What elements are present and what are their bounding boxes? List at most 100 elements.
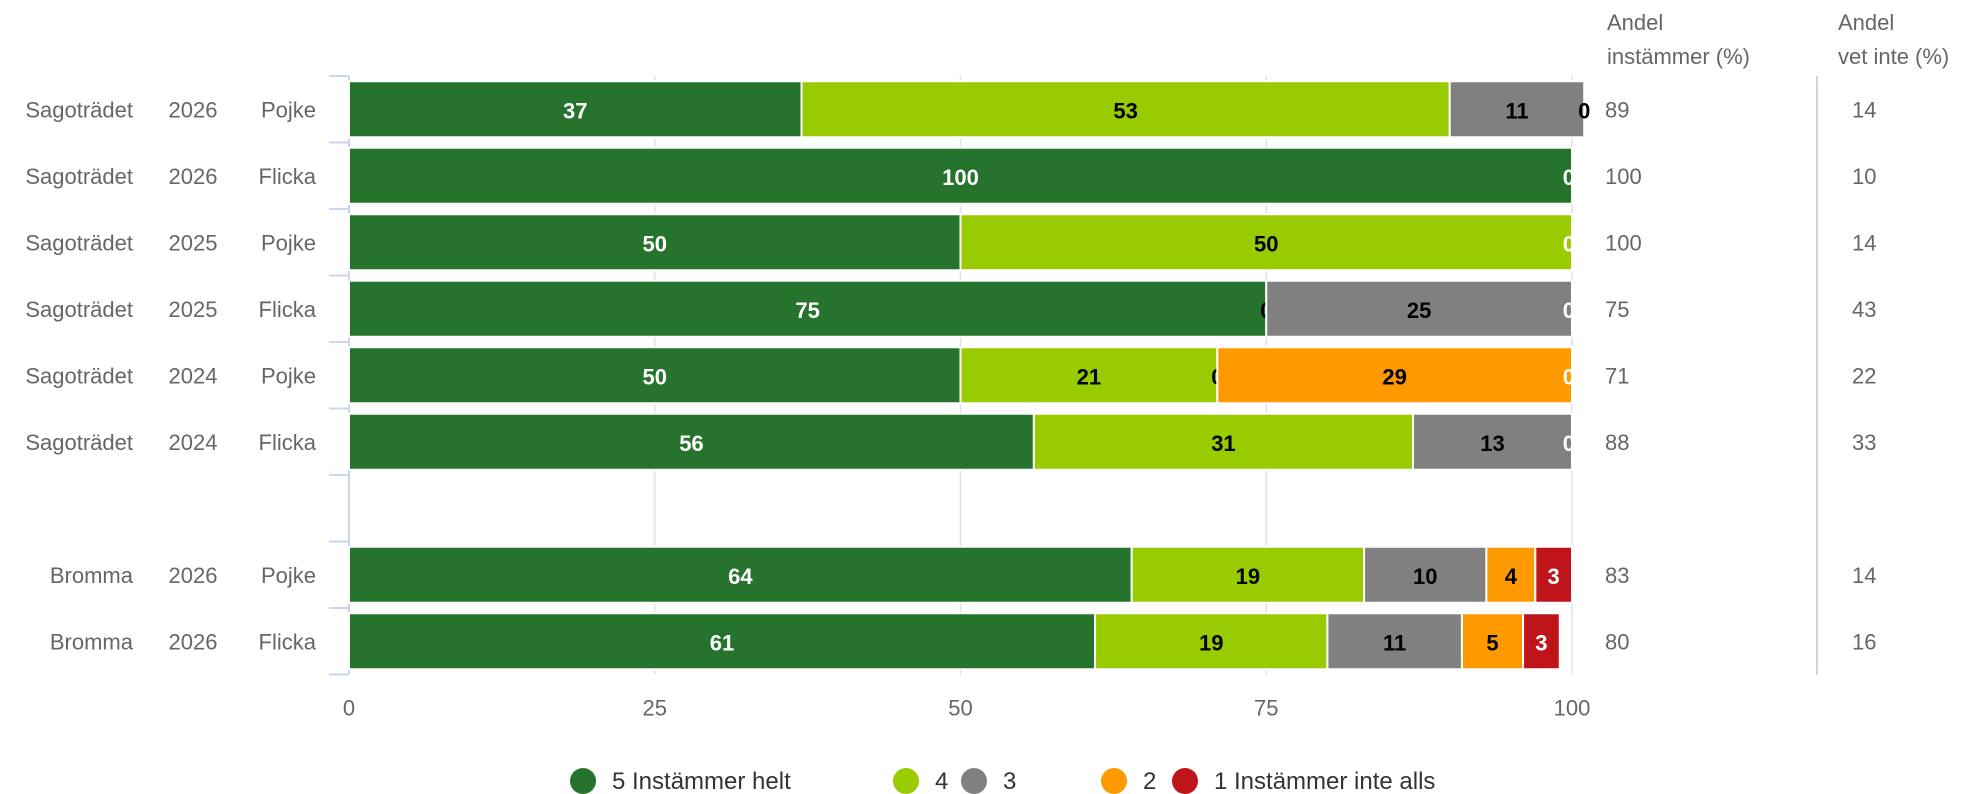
data-label: 0 [1563,298,1575,323]
data-label: 11 [1505,98,1528,123]
data-label: 29 [1382,364,1406,389]
data-label: 75 [795,298,819,323]
row-label-gender: Flicka [259,430,317,455]
andel-vet-inte-value: 43 [1852,297,1876,322]
andel-instammer-value: 80 [1605,629,1629,654]
data-label: 21 [1077,364,1101,389]
andel-instammer-value: 83 [1605,563,1629,588]
bar-segment [348,412,1035,471]
legend-label: 2 [1143,768,1156,794]
data-label: 0 [1563,364,1575,389]
row-label-gender: Pojke [261,230,316,255]
bar-segment [959,213,1573,272]
row-label-gender: Pojke [261,563,316,588]
andel-instammer-value: 100 [1605,164,1642,189]
row-label-unit: Sagoträdet [25,164,133,189]
row-label-gender: Flicka [259,629,317,654]
data-label: 0 [1563,231,1575,256]
row-label-year: 2026 [169,97,218,122]
andel-instammer-value: 75 [1605,297,1629,322]
data-label: 50 [643,364,667,389]
andel-vet-inte-value: 22 [1852,363,1876,388]
x-tick-label: 0 [343,696,355,721]
row-label-unit: Bromma [50,563,134,588]
row-label-unit: Sagoträdet [25,230,133,255]
data-label: 37 [563,98,587,123]
legend-swatch [893,768,919,794]
legend-label: 3 [1003,768,1016,794]
bar-segment [1522,612,1561,671]
bar-segment [348,279,1268,338]
row-labels: Sagoträdet 2026 Pojke Sagoträdet 2026 Flicka S… [25,97,316,654]
andel-vet-inte-value: 10 [1852,164,1876,189]
bar-segment [348,612,1097,671]
data-label: 61 [710,630,734,655]
legend-swatch [570,768,596,794]
column-header: Andel [1607,10,1663,35]
x-tick-label: 25 [643,696,667,721]
legend-swatch [1101,768,1127,794]
andel-instammer-value: 89 [1605,97,1629,122]
data-label: 4 [1505,564,1518,589]
bar-segment [1265,279,1573,338]
data-label: 19 [1236,564,1260,589]
category-axis [329,75,350,676]
andel-instammer-value: 100 [1605,230,1642,255]
andel-vet-inte-value: 16 [1852,629,1876,654]
legend-swatch [1172,768,1198,794]
bar-segment [1032,412,1415,471]
legend: 5 Instämmer helt 4 3 2 1 Instämmer inte alls [570,768,1435,794]
data-label: 0 [1563,165,1575,190]
data-label: 56 [679,431,703,456]
bar-segment [800,80,1451,139]
bar-segment [1363,545,1488,604]
data-label: 11 [1383,630,1406,655]
side-columns: 89 14 100 10 100 14 75 43 71 22 88 33 83 14 80 16 [1605,76,1876,675]
bar-segment [348,146,1573,205]
bar-segment [1326,612,1463,671]
data-label: 25 [1407,298,1431,323]
data-label: 5 [1486,630,1498,655]
legend-label: 1 Instämmer inte alls [1214,768,1435,794]
column-header: vet inte (%) [1838,44,1949,69]
data-label: 3 [1535,630,1547,655]
x-tick-label: 75 [1254,696,1278,721]
bar-area: 3753110100050500750250502102905631130641… [348,80,1590,671]
column-header: Andel [1838,10,1894,35]
row-label-gender: Flicka [259,297,317,322]
bar-segment [348,346,962,405]
row-label-year: 2025 [169,297,218,322]
data-label: 10 [1413,564,1437,589]
row-label-year: 2024 [169,363,218,388]
andel-instammer-value: 88 [1605,430,1629,455]
legend-swatch [961,768,987,794]
legend-label: 5 Instämmer helt [612,768,791,794]
x-tick-label: 50 [948,696,972,721]
row-label-unit: Sagoträdet [25,297,133,322]
data-label: 50 [643,231,667,256]
row-label-gender: Flicka [259,164,317,189]
andel-vet-inte-value: 14 [1852,230,1876,255]
bar-segment [1448,80,1586,139]
bar-segment [1412,412,1574,471]
andel-instammer-value: 71 [1605,363,1629,388]
bar-segment [1216,346,1573,405]
row-label-year: 2026 [169,164,218,189]
data-label: 50 [1254,231,1278,256]
data-label: 13 [1480,431,1504,456]
x-axis-ticks: 0 25 50 75 100 [343,696,1590,721]
row-label-unit: Sagoträdet [25,97,133,122]
bar-segment [1130,545,1366,604]
andel-vet-inte-value: 14 [1852,97,1876,122]
row-label-year: 2024 [169,430,218,455]
row-label-unit: Sagoträdet [25,363,133,388]
data-label: 53 [1113,98,1137,123]
row-label-year: 2026 [169,629,218,654]
column-header: instämmer (%) [1607,44,1750,69]
row-label-unit: Bromma [50,629,134,654]
data-label: 0 [1563,431,1575,456]
row-label-year: 2025 [169,230,218,255]
data-label: 0 [1578,98,1590,123]
andel-vet-inte-value: 14 [1852,563,1876,588]
